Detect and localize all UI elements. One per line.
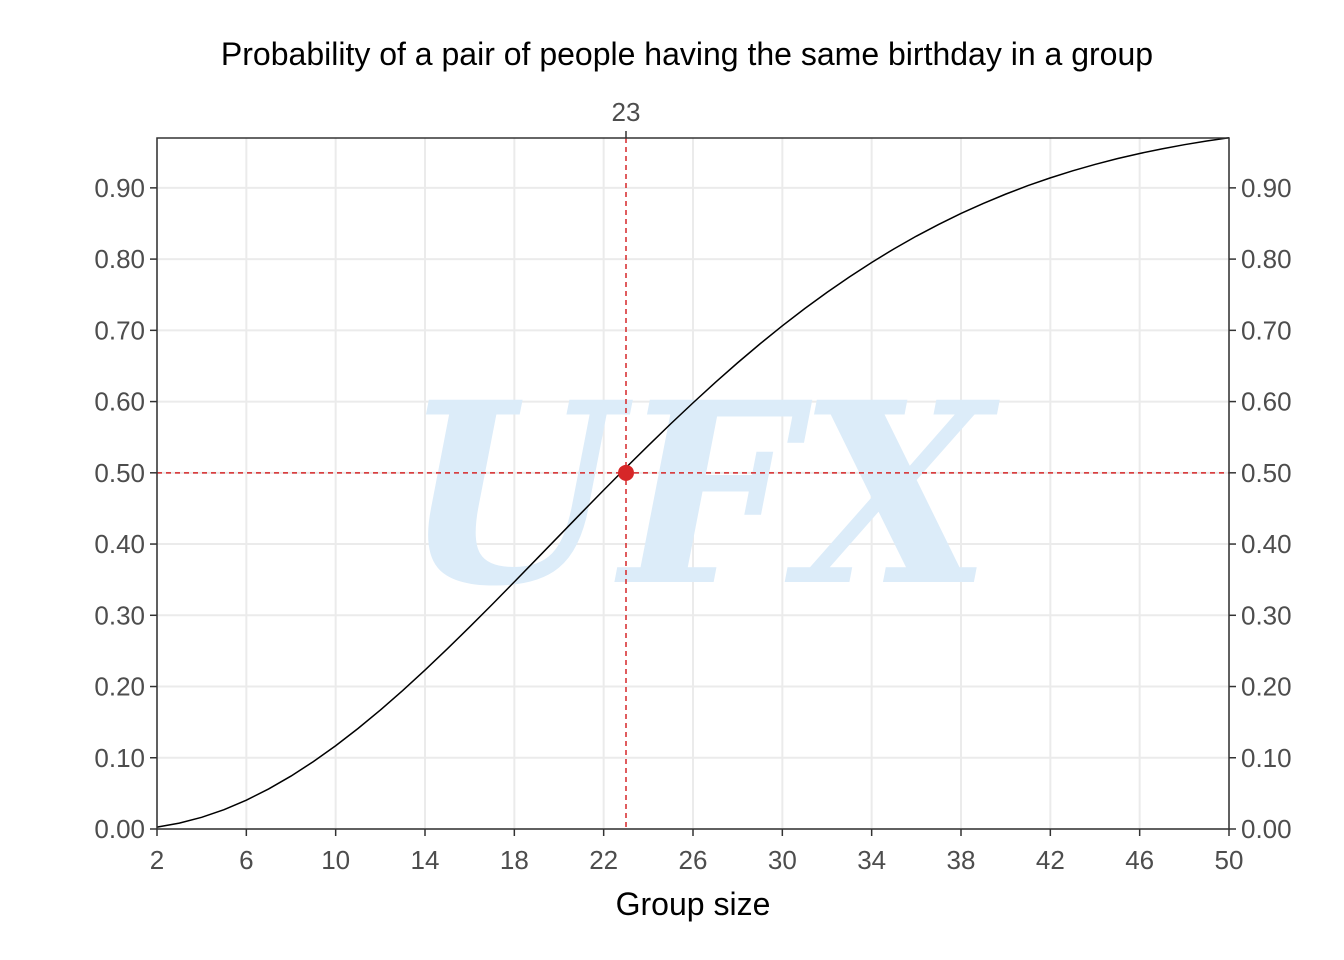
y-tick-label-left: 0.40 xyxy=(94,529,145,559)
y-tick-label-right: 0.90 xyxy=(1241,173,1292,203)
x-tick-label: 34 xyxy=(857,845,886,875)
x-tick-label: 18 xyxy=(500,845,529,875)
x-tick-label: 38 xyxy=(947,845,976,875)
y-tick-label-left: 0.10 xyxy=(94,743,145,773)
watermark-logo: UFX xyxy=(402,347,1001,641)
y-tick-label-right: 0.30 xyxy=(1241,600,1292,630)
y-tick-label-right: 0.80 xyxy=(1241,244,1292,274)
chart-title: Probability of a pair of people having t… xyxy=(221,36,1153,72)
y-tick-label-right: 0.50 xyxy=(1241,458,1292,488)
x-axis-title: Group size xyxy=(616,886,771,922)
y-tick-label-right: 0.20 xyxy=(1241,672,1292,702)
x-tick-label: 6 xyxy=(239,845,253,875)
series-line xyxy=(156,136,1230,828)
y-tick-label-left: 0.80 xyxy=(94,244,145,274)
y-tick-label-left: 0.00 xyxy=(94,814,145,844)
y-tick-label-right: 0.40 xyxy=(1241,529,1292,559)
y-tick-label-left: 0.50 xyxy=(94,458,145,488)
y-tick-label-left: 0.30 xyxy=(94,600,145,630)
x-tick-label: 30 xyxy=(768,845,797,875)
x-tick-label: 50 xyxy=(1215,845,1244,875)
x-tick-label: 14 xyxy=(411,845,440,875)
y-tick-label-right: 0.70 xyxy=(1241,315,1292,345)
x-tick-label: 10 xyxy=(321,845,350,875)
x-tick-label: 2 xyxy=(150,845,164,875)
reference-lines xyxy=(157,138,1229,829)
y-tick-label-left: 0.60 xyxy=(94,387,145,417)
x-tick-label: 42 xyxy=(1036,845,1065,875)
y-tick-label-left: 0.20 xyxy=(94,672,145,702)
series-layer xyxy=(156,136,1230,828)
y-tick-label-right: 0.60 xyxy=(1241,387,1292,417)
y-tick-label-left: 0.90 xyxy=(94,173,145,203)
x-tick-label: 22 xyxy=(589,845,618,875)
y-tick-label-right: 0.10 xyxy=(1241,743,1292,773)
top-x-tick-label: 23 xyxy=(612,97,641,127)
y-tick-label-left: 0.70 xyxy=(94,315,145,345)
y-tick-label-right: 0.00 xyxy=(1241,814,1292,844)
highlight-point xyxy=(618,464,634,481)
x-tick-label: 46 xyxy=(1125,845,1154,875)
x-tick-label: 26 xyxy=(679,845,708,875)
